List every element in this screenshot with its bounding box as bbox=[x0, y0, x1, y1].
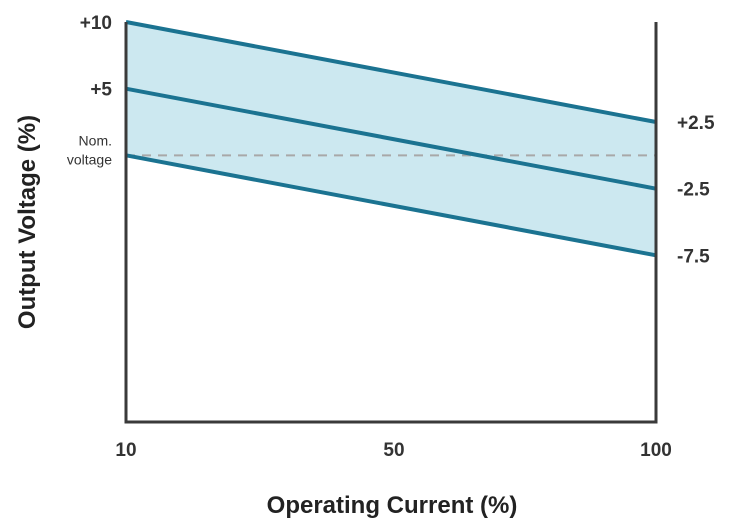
y-tick-label-left: +5 bbox=[90, 80, 112, 101]
y-tick-label-right: -2.5 bbox=[677, 180, 710, 201]
y-tick-label-left: voltage bbox=[67, 151, 112, 167]
x-tick-label: 10 bbox=[115, 440, 136, 461]
series-line-3 bbox=[125, 153, 657, 258]
series-line-1 bbox=[125, 20, 657, 124]
x-tick-label: 100 bbox=[640, 440, 672, 461]
y-tick-label-right: +2.5 bbox=[677, 113, 715, 134]
y-axis-label: Output Voltage (%) bbox=[14, 115, 41, 329]
x-tick-label: 50 bbox=[383, 440, 404, 461]
y-tick-label-left: Nom. bbox=[79, 132, 112, 148]
y-tick-label-right: -7.5 bbox=[677, 246, 710, 267]
x-axis-label: Operating Current (%) bbox=[267, 492, 518, 519]
series-line-2 bbox=[125, 86, 657, 191]
y-tick-label-left: +10 bbox=[80, 13, 112, 34]
